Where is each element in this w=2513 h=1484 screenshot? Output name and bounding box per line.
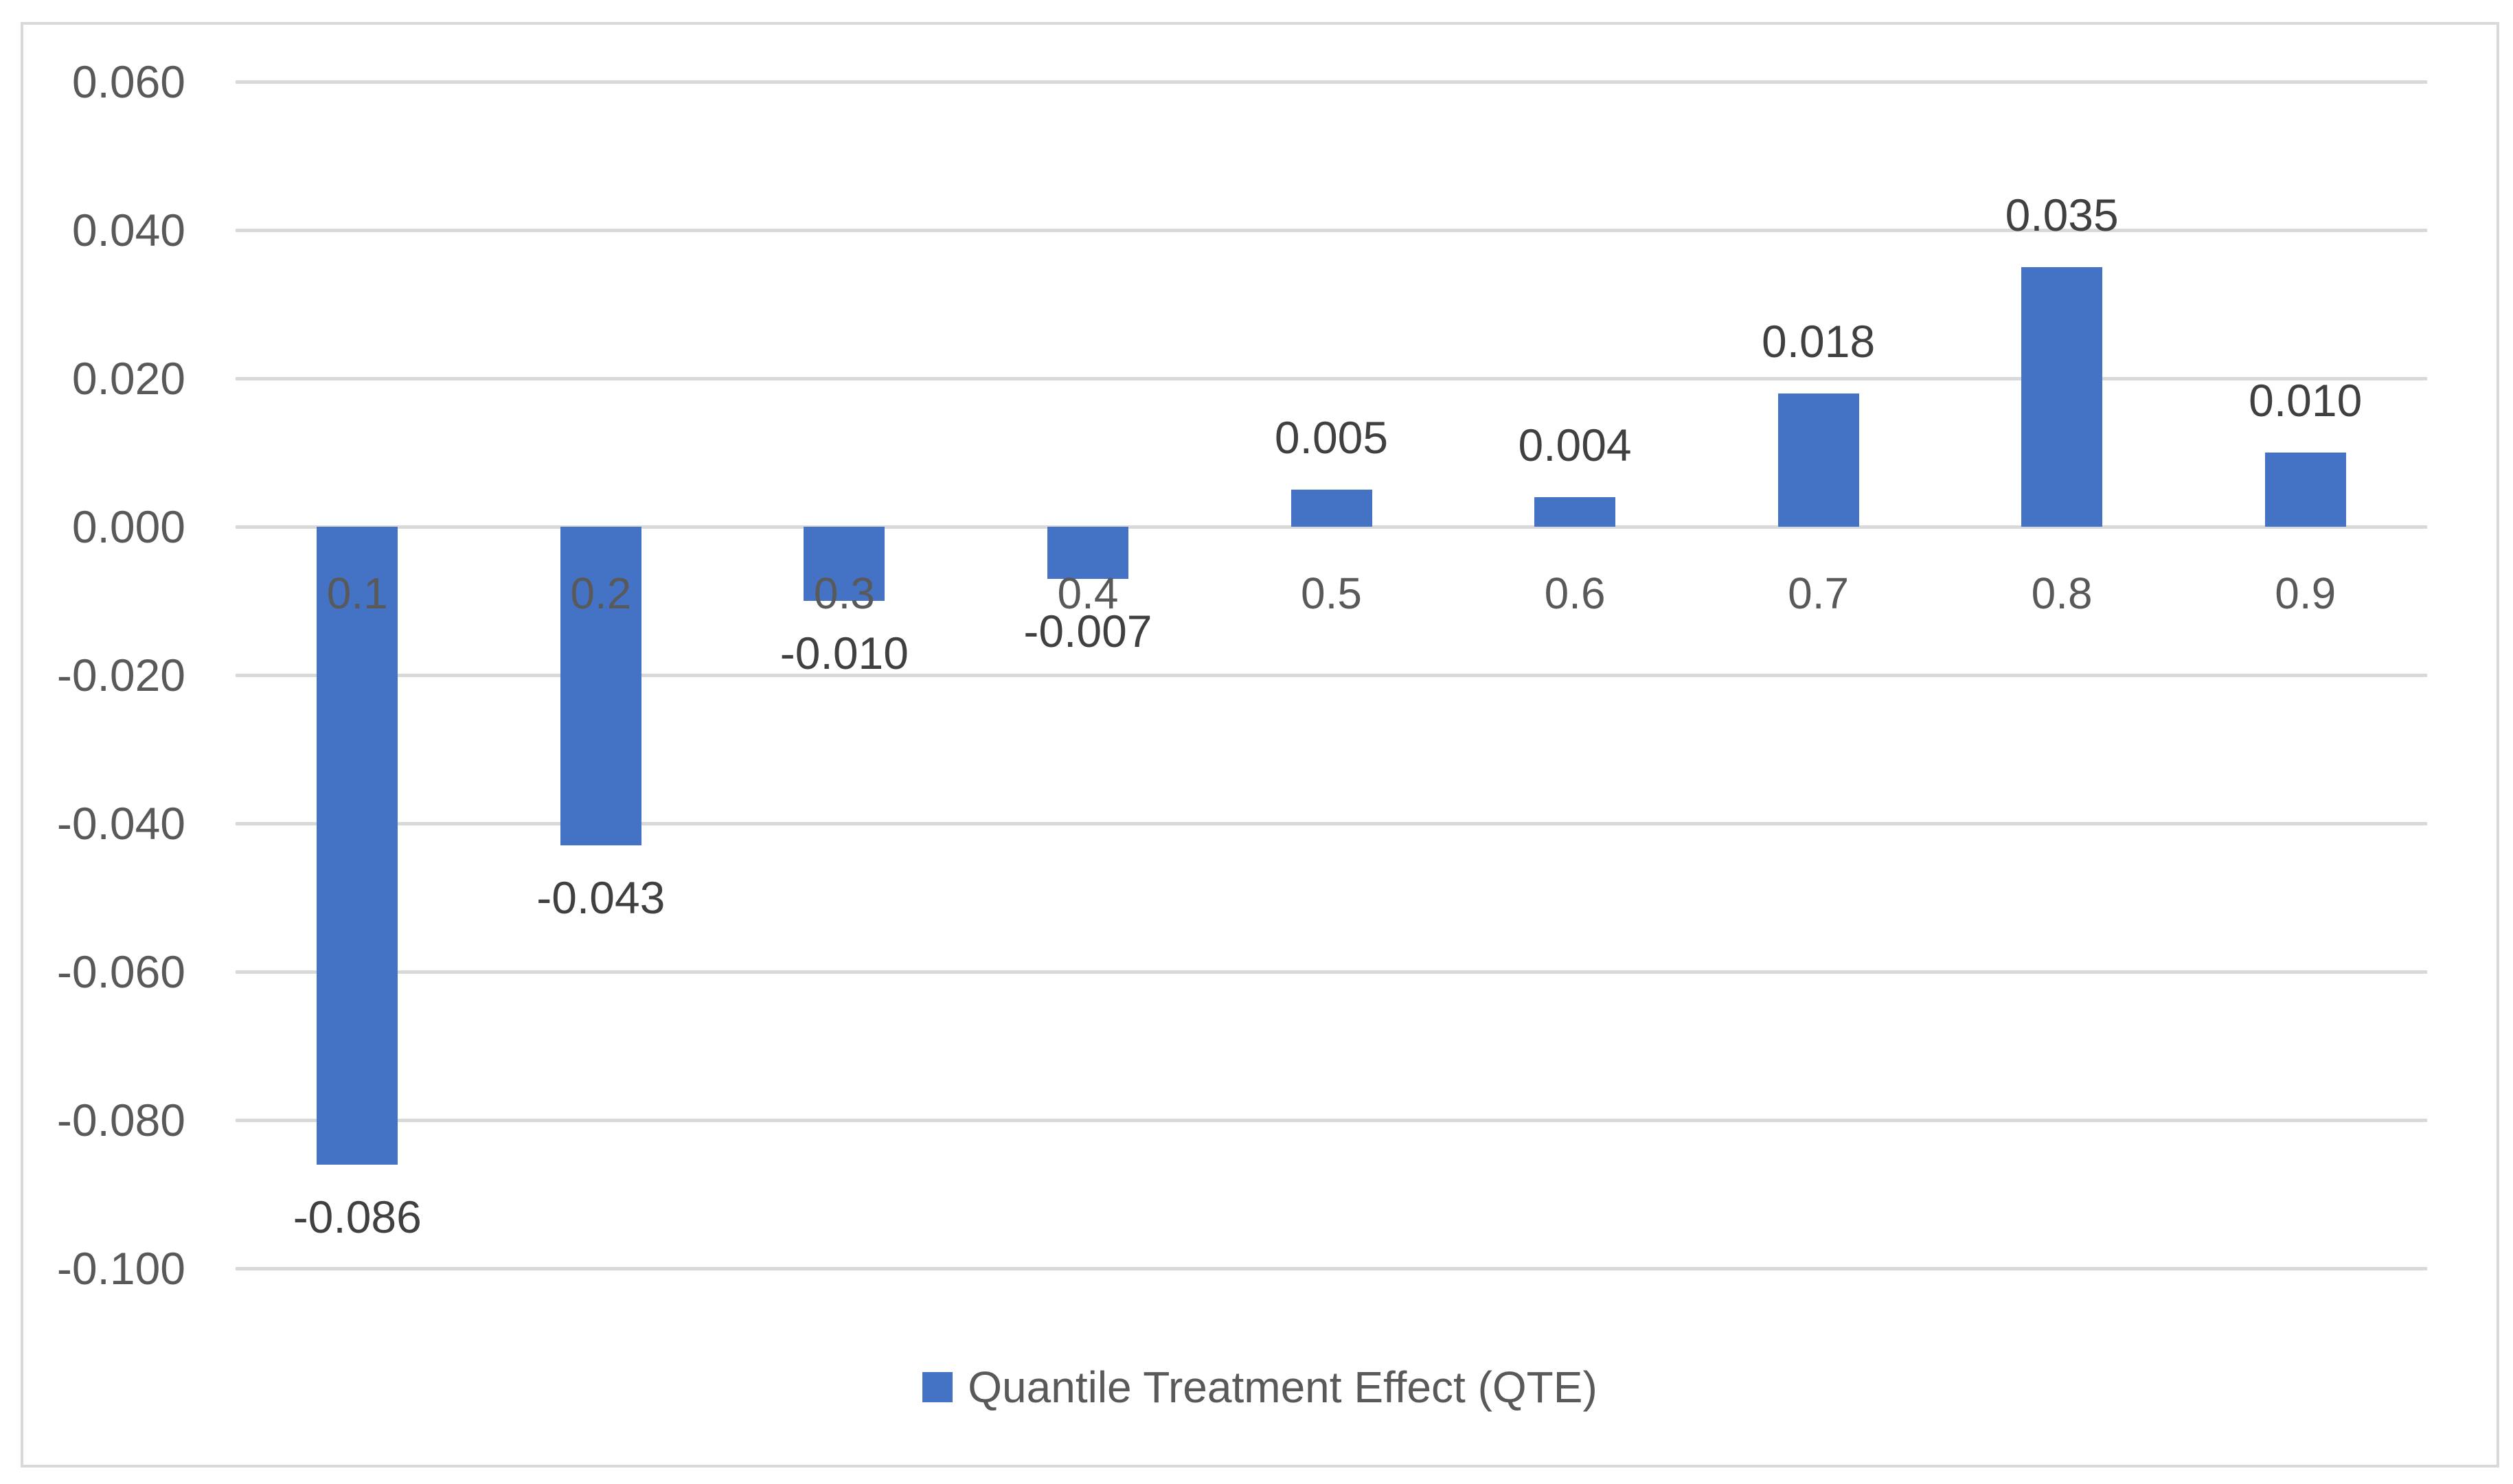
bar-0.2[interactable] (560, 527, 641, 846)
bar-0.5[interactable] (1290, 490, 1372, 527)
x-tick-label: 0.3 (813, 569, 875, 618)
legend-color-swatch-icon (922, 1372, 953, 1402)
bar-0.6[interactable] (1534, 496, 1616, 527)
legend[interactable]: Quantile Treatment Effect (QTE) (23, 1360, 2497, 1415)
y-tick-label: 0.040 (71, 205, 185, 255)
y-tick-label: -0.020 (56, 650, 185, 700)
gridline (236, 80, 2427, 84)
y-tick-label: -0.040 (56, 798, 185, 849)
chart-frame: -0.086 0.1 -0.043 0.2 -0.010 0.3 -0.007 0.4 0.00… (21, 22, 2499, 1468)
bar-data-label: 0.018 (1762, 315, 1876, 367)
bar-data-label: 0.035 (2005, 190, 2119, 240)
gridline (236, 822, 2427, 825)
y-tick-label: -0.080 (56, 1095, 185, 1145)
bar-data-label: 0.010 (2249, 375, 2363, 426)
y-tick-label: 0.000 (71, 501, 185, 552)
x-tick-label: 0.2 (570, 569, 632, 618)
y-tick-label: 0.020 (71, 353, 185, 404)
x-tick-label: 0.4 (1057, 569, 1119, 618)
bar-data-label: 0.004 (1518, 419, 1632, 470)
bar-data-label: -0.043 (536, 872, 666, 924)
y-tick-label: 0.060 (71, 56, 185, 107)
bar-0.8[interactable] (2021, 267, 2103, 527)
x-tick-label: 0.5 (1301, 569, 1362, 618)
gridline (236, 970, 2427, 974)
x-tick-label: 0.7 (1788, 569, 1850, 618)
x-tick-label: 0.9 (2275, 569, 2336, 618)
bar-0.7[interactable] (1777, 393, 1859, 527)
gridline (236, 377, 2427, 380)
bar-data-label: -0.086 (293, 1191, 422, 1242)
gridline (236, 674, 2427, 677)
gridline (236, 1267, 2427, 1270)
plot-area: -0.086 0.1 -0.043 0.2 -0.010 0.3 -0.007 0.4 0.00… (236, 80, 2427, 1270)
x-tick-label: 0.1 (326, 569, 388, 618)
bar-0.3[interactable] (804, 527, 885, 601)
gridline (236, 229, 2427, 232)
x-tick-label: 0.8 (2031, 569, 2093, 618)
x-tick-label: 0.6 (1544, 569, 1606, 618)
bar-0.4[interactable] (1047, 527, 1128, 579)
bar-data-label: -0.007 (1023, 605, 1152, 657)
legend-label: Quantile Treatment Effect (QTE) (968, 1362, 1597, 1412)
bar-data-label: 0.005 (1274, 412, 1389, 463)
gridline (236, 525, 2427, 529)
bar-0.9[interactable] (2264, 453, 2346, 527)
y-tick-label: -0.100 (56, 1243, 185, 1294)
gridline (236, 1119, 2427, 1122)
bar-data-label: -0.010 (780, 628, 909, 678)
y-tick-label: -0.060 (56, 946, 185, 997)
bar-0.1[interactable] (317, 527, 398, 1165)
